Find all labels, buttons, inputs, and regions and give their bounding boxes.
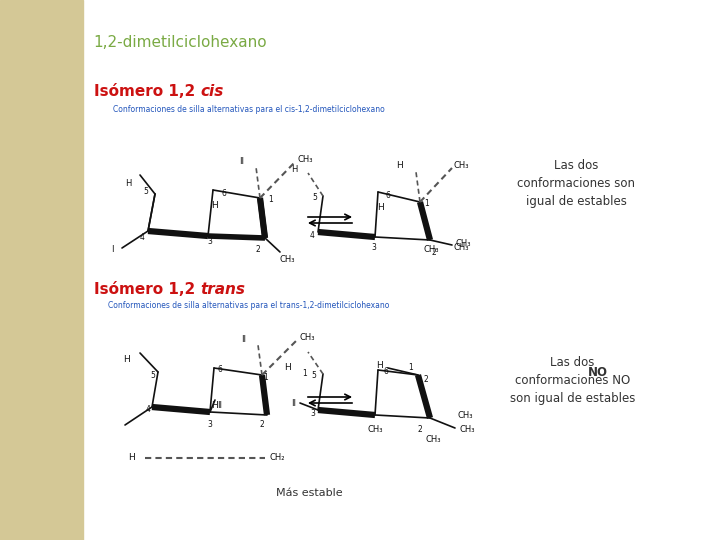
Text: 5: 5 xyxy=(150,372,155,381)
Text: II: II xyxy=(241,335,246,345)
Text: CH₂: CH₂ xyxy=(270,454,286,462)
Text: 3: 3 xyxy=(310,408,315,417)
Text: Isómero 1,2: Isómero 1,2 xyxy=(94,282,200,297)
Text: H: H xyxy=(291,165,297,174)
Text: 3: 3 xyxy=(207,238,212,246)
Text: NO: NO xyxy=(588,366,608,379)
Text: 1: 1 xyxy=(268,195,273,205)
Text: 4: 4 xyxy=(310,231,315,240)
Text: Las dos
conformaciones son
igual de estables: Las dos conformaciones son igual de esta… xyxy=(517,159,635,208)
Text: 2: 2 xyxy=(423,375,428,384)
Text: 2: 2 xyxy=(256,245,261,254)
Text: I: I xyxy=(112,246,114,254)
Text: II: II xyxy=(217,401,222,409)
Text: II: II xyxy=(291,400,296,408)
Text: CH₃: CH₃ xyxy=(280,255,295,264)
Text: Conformaciones de silla alternativas para el trans-1,2-dimetilciclohexano: Conformaciones de silla alternativas par… xyxy=(108,301,389,310)
Text: Más estable: Más estable xyxy=(276,488,343,498)
Text: CH₃: CH₃ xyxy=(425,435,441,444)
Text: 2: 2 xyxy=(432,248,437,257)
Text: H: H xyxy=(284,363,291,373)
Text: CH₃: CH₃ xyxy=(458,411,474,421)
Text: 6: 6 xyxy=(222,188,227,198)
Text: 5: 5 xyxy=(311,370,316,380)
Text: 2: 2 xyxy=(260,420,265,429)
Text: 3: 3 xyxy=(372,243,377,252)
Text: H: H xyxy=(377,202,383,212)
Text: CH₃: CH₃ xyxy=(300,334,315,342)
Text: 4: 4 xyxy=(140,233,145,241)
Text: 3: 3 xyxy=(207,420,212,429)
Text: trans: trans xyxy=(200,282,245,297)
Text: 6: 6 xyxy=(383,368,388,376)
Text: H: H xyxy=(377,361,383,370)
Text: CH₃: CH₃ xyxy=(454,244,469,253)
Text: Conformaciones de silla alternativas para el cis-1,2-dimetilciclohexano: Conformaciones de silla alternativas par… xyxy=(112,105,384,114)
Text: CH₃: CH₃ xyxy=(459,426,474,435)
Text: H: H xyxy=(396,161,403,171)
Text: H: H xyxy=(212,401,218,409)
Text: II: II xyxy=(240,157,245,165)
Text: H: H xyxy=(211,201,217,211)
Text: 1: 1 xyxy=(263,374,268,382)
Text: Las dos
conformaciones NO
son igual de estables: Las dos conformaciones NO son igual de e… xyxy=(510,356,635,405)
Text: 1: 1 xyxy=(302,369,307,379)
Text: H: H xyxy=(128,454,135,462)
Text: H: H xyxy=(125,179,131,187)
Text: 6: 6 xyxy=(218,366,223,375)
Text: cis: cis xyxy=(200,84,223,99)
Text: CH₃: CH₃ xyxy=(454,160,469,170)
Text: CH₃: CH₃ xyxy=(367,425,383,434)
Text: CH₃: CH₃ xyxy=(455,239,470,247)
Text: CH₃: CH₃ xyxy=(424,245,439,254)
Text: 2: 2 xyxy=(418,425,423,434)
Text: 5: 5 xyxy=(143,187,148,197)
Text: CH₃: CH₃ xyxy=(297,156,312,165)
Text: Isómero 1,2: Isómero 1,2 xyxy=(94,84,200,99)
Text: H: H xyxy=(123,355,130,364)
Text: 5: 5 xyxy=(312,192,317,201)
Text: 6: 6 xyxy=(386,191,391,199)
Text: 1,2-dimetilciclohexano: 1,2-dimetilciclohexano xyxy=(94,35,267,50)
Text: 1: 1 xyxy=(408,363,413,373)
Text: 1: 1 xyxy=(424,199,428,208)
Bar xyxy=(0,0,83,540)
Text: 4: 4 xyxy=(145,406,150,415)
